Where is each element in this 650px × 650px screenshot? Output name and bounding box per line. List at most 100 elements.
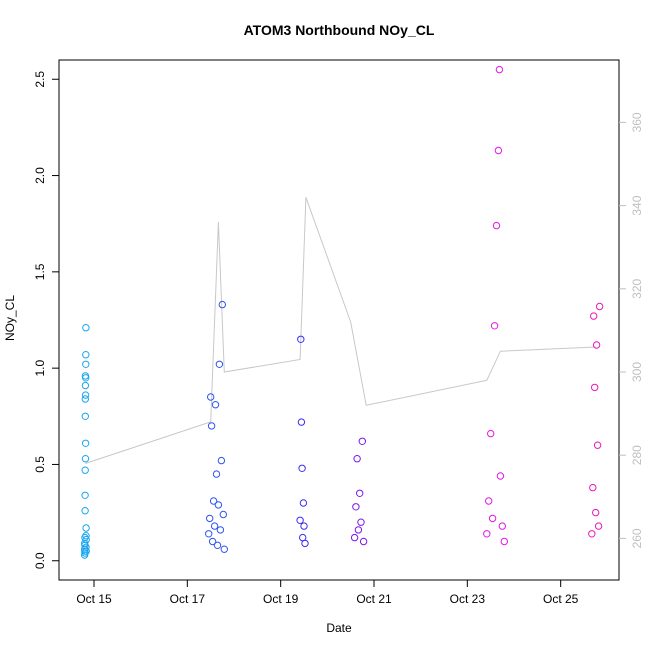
- data-point: [352, 503, 360, 511]
- data-point: [297, 418, 306, 426]
- data-point: [206, 514, 214, 523]
- y-tick-label: 1.5: [33, 263, 47, 280]
- data-point: [496, 472, 505, 480]
- data-point: [82, 324, 90, 332]
- data-point: [82, 547, 90, 555]
- data-point: [483, 530, 491, 538]
- data-point: [207, 393, 215, 401]
- data-point: [82, 374, 90, 382]
- data-point: [82, 532, 90, 540]
- data-point: [208, 537, 217, 546]
- y-tick-label: 0.0: [33, 552, 47, 569]
- data-point: [82, 360, 90, 368]
- data-point: [210, 522, 219, 530]
- data-point: [588, 530, 596, 538]
- data-point: [215, 360, 224, 368]
- chart-title: ATOM3 Northbound NOy_CL: [244, 22, 435, 38]
- data-point: [81, 455, 90, 463]
- data-point: [82, 524, 90, 532]
- data-point: [492, 221, 501, 230]
- data-point: [209, 497, 218, 505]
- data-point: [354, 526, 363, 534]
- data-point: [495, 65, 504, 74]
- data-point: [81, 466, 89, 474]
- secondary-line-group: [85, 197, 596, 464]
- data-point: [214, 501, 223, 509]
- data-point: [81, 507, 89, 515]
- data-point: [212, 470, 221, 478]
- data-point: [591, 383, 599, 392]
- y-tick-label: 0.5: [33, 456, 47, 473]
- y-tick-label: 1.0: [33, 359, 47, 376]
- data-point: [81, 391, 90, 399]
- x-axis-label: Date: [326, 621, 352, 635]
- data-point: [81, 533, 89, 542]
- data-point: [81, 395, 90, 403]
- y2-tick-label: 340: [630, 195, 644, 215]
- data-point: [211, 401, 220, 409]
- data-point: [82, 351, 90, 359]
- data-point: [301, 539, 309, 548]
- data-point: [589, 483, 597, 492]
- data-point: [488, 514, 497, 523]
- points-group: [80, 65, 604, 559]
- y-tick-label: 2.5: [33, 71, 47, 88]
- data-point: [500, 537, 508, 546]
- data-point: [82, 535, 90, 544]
- data-point: [220, 545, 229, 553]
- x-tick-label: Oct 17: [170, 592, 206, 606]
- y2-tick-label: 320: [630, 278, 644, 298]
- data-point: [81, 439, 90, 447]
- x-tick-label: Oct 15: [76, 592, 112, 606]
- data-point: [81, 412, 90, 420]
- data-point: [590, 312, 598, 320]
- y2-axis: 260 280 300 320 340 360: [619, 112, 644, 548]
- y-tick-label: 2.0: [33, 167, 47, 184]
- data-point: [82, 543, 90, 551]
- data-point: [592, 341, 601, 349]
- data-point: [595, 302, 604, 311]
- data-point: [300, 522, 308, 530]
- data-point: [216, 526, 225, 534]
- y2-tick-label: 260: [630, 528, 644, 548]
- secondary-line: [85, 197, 596, 464]
- y2-tick-label: 300: [630, 362, 644, 382]
- data-point: [358, 437, 366, 445]
- data-point: [299, 499, 308, 507]
- x-tick-label: Oct 23: [450, 592, 486, 606]
- data-point: [218, 300, 227, 309]
- y-axis: 0.0 0.5 1.0 1.5 2.0 2.5: [33, 71, 59, 569]
- data-point: [219, 510, 228, 519]
- data-point: [81, 381, 90, 390]
- data-point: [81, 491, 89, 499]
- data-point: [359, 537, 368, 546]
- data-point: [81, 549, 89, 557]
- x-axis: Oct 15 Oct 17 Oct 19 Oct 21 Oct 23 Oct 25: [76, 580, 579, 606]
- data-point: [350, 533, 359, 542]
- data-point: [593, 441, 602, 449]
- data-point: [485, 497, 493, 505]
- data-point: [297, 335, 305, 343]
- data-point: [357, 518, 365, 526]
- data-point: [298, 464, 306, 472]
- plot-frame: [58, 59, 620, 581]
- y2-tick-label: 280: [630, 445, 644, 465]
- data-point: [498, 522, 506, 530]
- x-tick-label: Oct 25: [543, 592, 579, 606]
- data-point: [353, 455, 361, 463]
- data-point: [207, 422, 216, 430]
- data-point: [487, 429, 495, 438]
- x-tick-label: Oct 19: [263, 592, 299, 606]
- data-point: [592, 508, 600, 517]
- data-point: [217, 456, 226, 465]
- data-point: [296, 516, 304, 524]
- y-axis-label: NOy_CL: [3, 295, 17, 341]
- x-tick-label: Oct 21: [356, 592, 392, 606]
- data-point: [490, 322, 499, 330]
- y2-tick-label: 360: [630, 112, 644, 132]
- data-point: [494, 146, 503, 155]
- data-point: [356, 489, 364, 497]
- data-point: [205, 530, 213, 538]
- data-point: [594, 522, 603, 530]
